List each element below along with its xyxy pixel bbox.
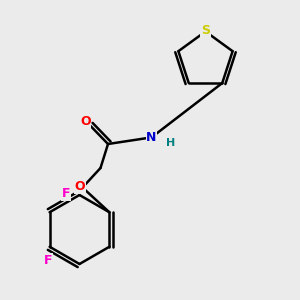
Text: F: F	[44, 254, 52, 267]
Text: S: S	[201, 23, 210, 37]
Text: O: O	[75, 180, 86, 193]
Text: H: H	[167, 138, 176, 148]
Text: F: F	[62, 187, 70, 200]
Text: O: O	[80, 115, 91, 128]
Text: N: N	[146, 131, 157, 144]
